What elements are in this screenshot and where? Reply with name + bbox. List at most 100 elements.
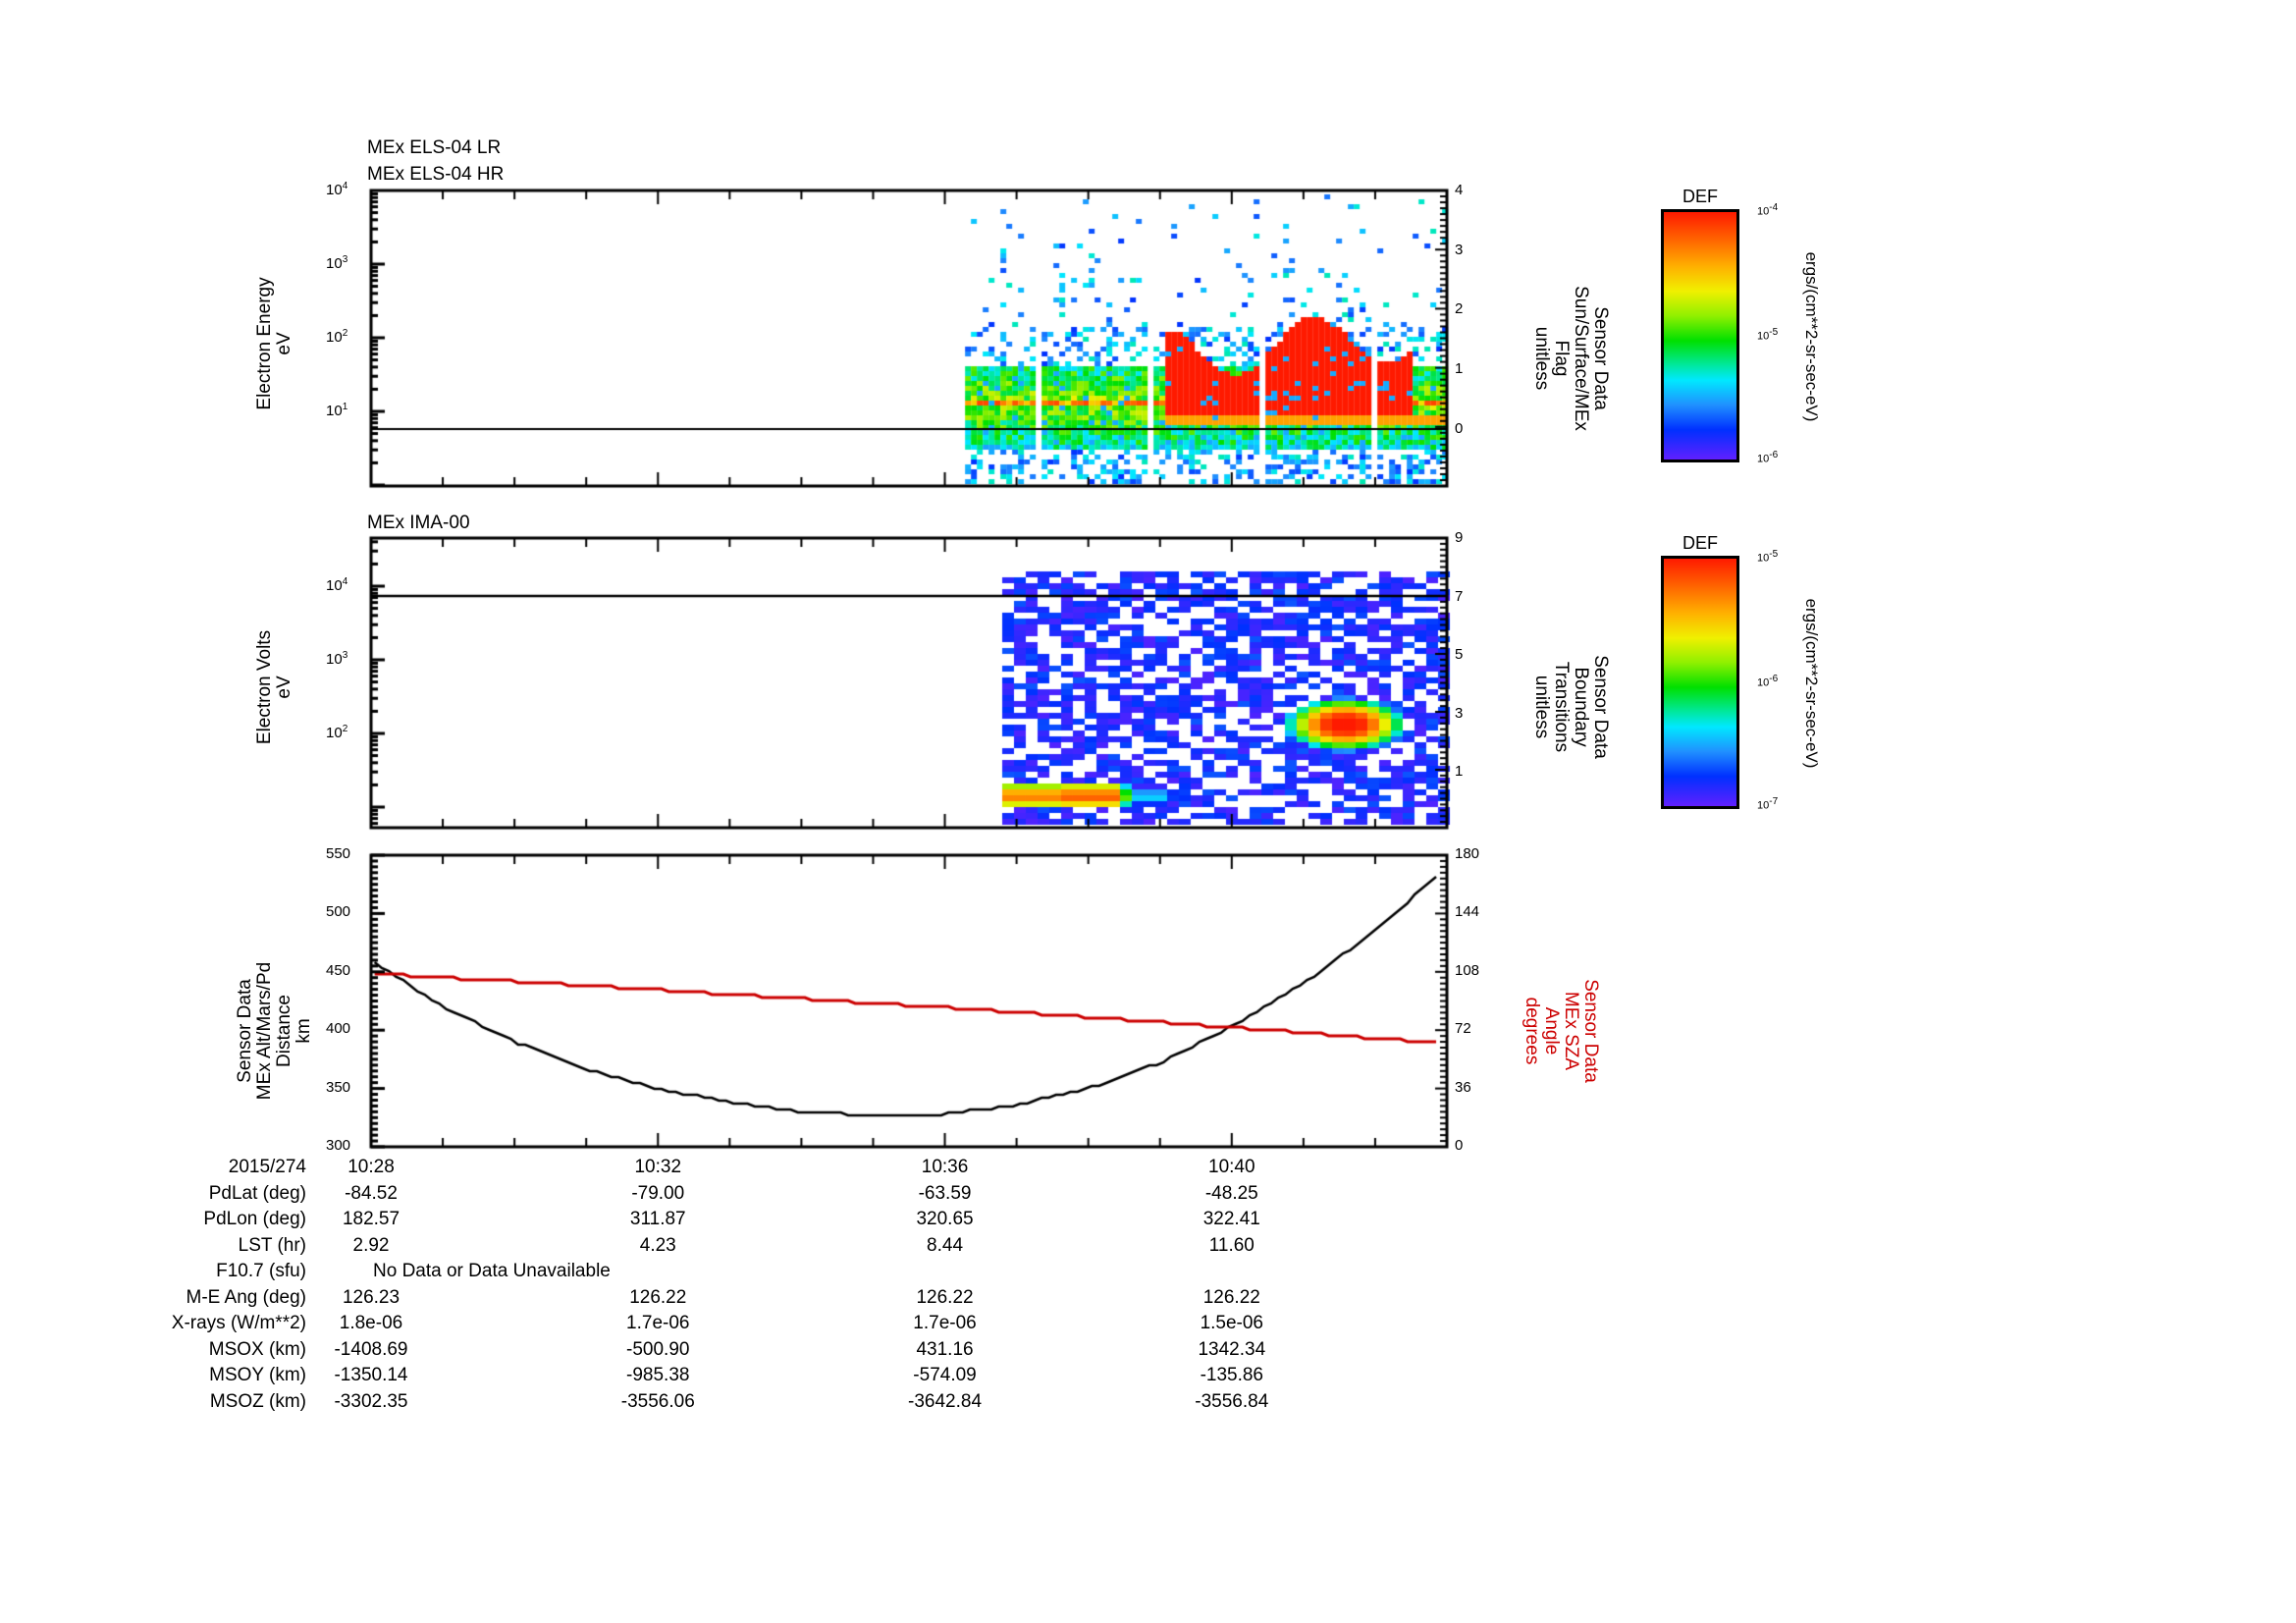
panel1-right-tick: 0: [1455, 419, 1464, 437]
ephemeris-value: -3556.84: [1195, 1390, 1269, 1412]
panel3-line-plot: [294, 844, 1502, 1178]
ephemeris-row-label: X-rays (W/m**2): [171, 1313, 306, 1333]
ephemeris-value: 126.22: [629, 1286, 687, 1308]
panel1-right-tick: 1: [1455, 360, 1464, 378]
y-label-line: eV: [274, 332, 294, 355]
x-tick-label: 10:32: [634, 1157, 682, 1177]
ephemeris-value: 182.57: [342, 1209, 400, 1229]
ephemeris-value: 1342.34: [1198, 1338, 1266, 1360]
colorbar1-min: 10-6: [1757, 450, 1779, 465]
ephemeris-value: 1.7e-06: [626, 1313, 690, 1333]
ephemeris-value: 4.23: [639, 1234, 676, 1256]
colorbar1: [1661, 209, 1739, 462]
ephemeris-row-label: LST (hr): [238, 1234, 306, 1256]
ephemeris-value: -135.86: [1200, 1365, 1264, 1385]
ephemeris-row-label: F10.7 (sfu): [216, 1261, 306, 1281]
ephemeris-value: 1.7e-06: [913, 1313, 977, 1333]
panel2-right-tick: 5: [1455, 646, 1464, 663]
ephemeris-value: 311.87: [629, 1209, 686, 1229]
ephemeris-row-label: MSOY (km): [209, 1365, 306, 1385]
ephemeris-row-label: PdLon (deg): [203, 1209, 306, 1229]
x-tick-label: 10:40: [1208, 1157, 1255, 1177]
colorbar1-units: ergs/(cm**2-sr-sec-eV): [1802, 251, 1821, 422]
ephemeris-value: -3302.35: [334, 1390, 408, 1412]
y-label-line: Sensor Data: [235, 979, 255, 1083]
panel1-y-tick: 103: [326, 254, 348, 272]
panel1-right-tick: 4: [1455, 182, 1464, 198]
r-label-line: Sensor Data: [1590, 306, 1611, 410]
r-label-line: Angle: [1541, 1006, 1562, 1055]
y-label-line: Distance: [274, 995, 294, 1067]
panel3-right-axis-label: Sensor Data MEx SZA Angle degrees: [1522, 913, 1601, 1149]
panel1-right-tick: 3: [1455, 241, 1464, 258]
r-label-line: Boundary: [1571, 667, 1591, 747]
colorbar2-title: DEF: [1682, 533, 1718, 553]
ephemeris-row-label: MSOZ (km): [209, 1390, 306, 1412]
r-label-line: Flag: [1551, 340, 1572, 377]
panel2-right-axis-label: Sensor Data Boundary Transitions unitles…: [1531, 589, 1611, 825]
ephemeris-value: -79.00: [631, 1182, 685, 1204]
panel2-y-tick: 102: [326, 724, 348, 741]
ephemeris-value: -985.38: [626, 1365, 690, 1385]
r-label-line: Sensor Data: [1580, 979, 1601, 1083]
x-tick-label: 10:36: [921, 1157, 969, 1177]
r-label-line: Sun/Surface/MEx: [1571, 286, 1591, 431]
ephemeris-row-label: M-E Ang (deg): [186, 1286, 307, 1308]
y-label-line: MEx Alt/Mars/Pd: [254, 961, 275, 1101]
ephemeris-value: -3642.84: [908, 1390, 983, 1412]
ephemeris-value: -1350.14: [334, 1365, 408, 1385]
panel1-els-spectrogram: [294, 177, 1502, 501]
panel2-right-tick: 7: [1455, 587, 1464, 605]
panel3-right-tick: 72: [1455, 1020, 1471, 1038]
panel3-y-tick: 450: [326, 961, 351, 979]
ephemeris-value: -3556.06: [620, 1390, 695, 1412]
panel2-y-tick: 104: [326, 576, 348, 594]
panel1-right-axis-label: Sensor Data Sun/Surface/MEx Flag unitles…: [1531, 241, 1611, 476]
r-label-line: MEx SZA: [1561, 991, 1581, 1071]
colorbar2: [1661, 556, 1739, 809]
panel3-right-tick: 180: [1455, 845, 1480, 862]
y-label-line: eV: [274, 676, 294, 699]
colorbar1-title: DEF: [1682, 187, 1718, 206]
ephemeris-value: 8.44: [927, 1234, 964, 1256]
colorbar2-units: ergs/(cm**2-sr-sec-eV): [1802, 598, 1821, 769]
ephemeris-value: -63.59: [918, 1182, 972, 1204]
panel2-y-axis-label: Electron Volts eV: [254, 589, 294, 785]
colorbar2-mid: 10-6: [1757, 674, 1779, 689]
panel3-y-tick: 550: [326, 845, 351, 862]
ephemeris-value: 126.22: [1202, 1286, 1260, 1308]
panel3-right-tick: 0: [1455, 1137, 1464, 1154]
ephemeris-value: -84.52: [345, 1182, 398, 1204]
ephemeris-value: -48.25: [1204, 1182, 1258, 1204]
panel1-y-tick: 102: [326, 328, 348, 346]
ephemeris-value: -574.09: [913, 1365, 977, 1385]
panel3-y-tick: 300: [326, 1137, 351, 1154]
ephemeris-value: 320.65: [916, 1209, 974, 1229]
panel3-y-tick: 500: [326, 903, 351, 921]
r-label-line: Sensor Data: [1590, 655, 1611, 759]
ephemeris-value: 1.8e-06: [339, 1313, 403, 1333]
ephemeris-value: 431.16: [916, 1338, 974, 1360]
ephemeris-value: -500.90: [626, 1338, 690, 1360]
panel3-right-tick: 108: [1455, 961, 1480, 979]
colorbar2-gradient: [1664, 559, 1736, 806]
colorbar1-mid: 10-5: [1757, 327, 1779, 343]
ephemeris-value: 1.5e-06: [1200, 1313, 1264, 1333]
ephemeris-no-data: No Data or Data Unavailable: [373, 1261, 611, 1281]
panel3-right-tick: 36: [1455, 1078, 1471, 1096]
x-tick-label: 10:28: [347, 1157, 395, 1177]
r-label-line: Transitions: [1551, 661, 1572, 753]
ephemeris-value: 322.41: [1202, 1209, 1260, 1229]
colorbar1-max: 10-4: [1757, 202, 1779, 218]
panel2-ima-spectrogram: [294, 525, 1502, 839]
panel3-y-tick: 400: [326, 1020, 351, 1038]
panel1-right-tick: 2: [1455, 300, 1464, 318]
panel3-y-tick: 350: [326, 1078, 351, 1096]
ephemeris-row-label: PdLat (deg): [208, 1182, 306, 1204]
ephemeris-value: 2.92: [352, 1234, 390, 1256]
ephemeris-value: 11.60: [1208, 1234, 1255, 1256]
ephemeris-value: -1408.69: [334, 1338, 408, 1360]
panel1-y-tick: 104: [326, 181, 348, 198]
ephemeris-row-label: MSOX (km): [208, 1338, 306, 1360]
r-label-line: degrees: [1522, 997, 1542, 1065]
